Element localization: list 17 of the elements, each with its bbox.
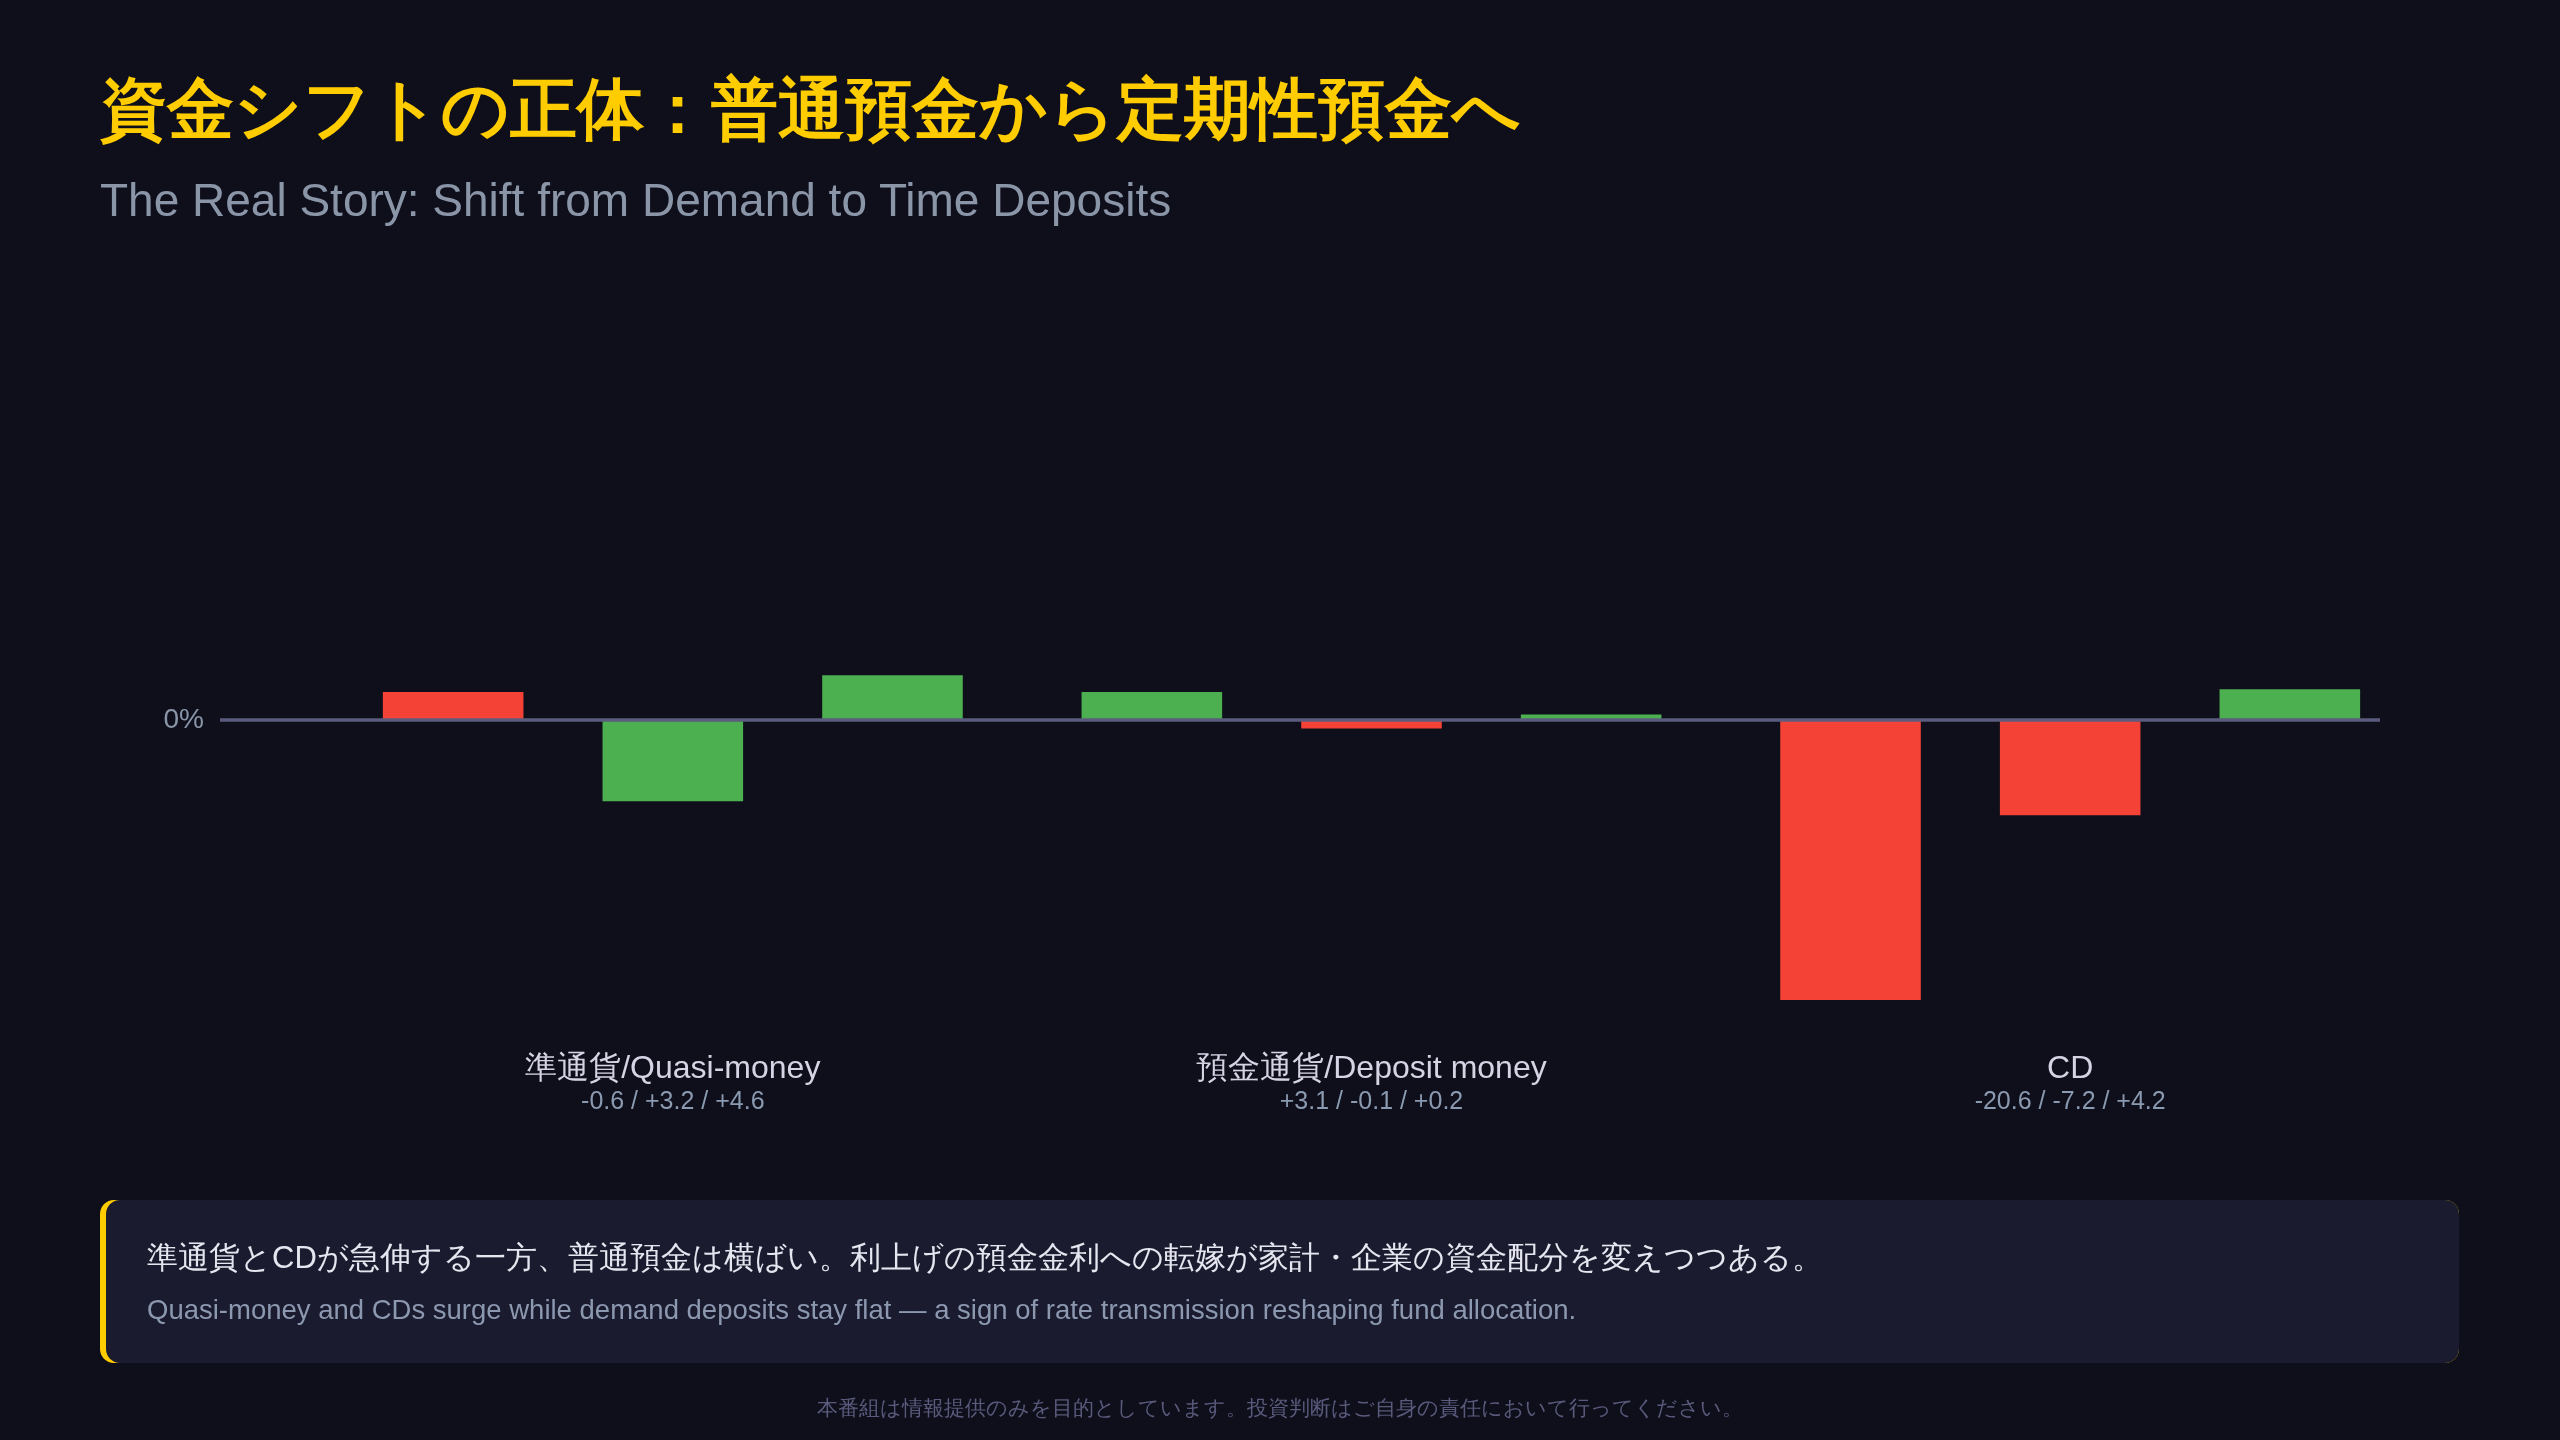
bar	[1999, 720, 2141, 816]
text: 準通貨とCDが急伸する一方、普通預金は横ばい。利上げの預金金利への転嫁が家計・企業の資金配分を変えつつある。	[147, 1240, 1823, 1275]
text: 本番組は情報提供のみを目的としています。投資判断はご自身の責任において行ってください。	[817, 1396, 1743, 1419]
bar	[2219, 689, 2361, 720]
text: Quasi-money and CDs surge while demand deposits stay flat — a sign of rate transmission reshaping fund allocation.	[147, 1294, 1577, 1325]
chart-subtitle: The Real Story: Shift from Demand to Time Deposits	[100, 174, 1172, 226]
text: +3.1 / -0.1 / +0.2	[1279, 1086, 1464, 1114]
text: -20.6 / -7.2 / +4.2	[1974, 1086, 2166, 1114]
bar	[1780, 720, 1921, 1000]
ref-line-label: 0%	[163, 703, 204, 734]
x-tick-label: 預金通貨/Deposit money	[1196, 1049, 1547, 1085]
x-tick-label: CD	[2047, 1049, 2094, 1085]
x-tick-label: 準通貨/Quasi-money	[525, 1049, 821, 1085]
chart-title: 資金シフトの正体：普通預金から定期性預金へ	[100, 71, 1521, 146]
bar	[822, 675, 963, 720]
text: -0.6 / +3.2 / +4.6	[581, 1086, 765, 1114]
bar	[382, 692, 524, 720]
